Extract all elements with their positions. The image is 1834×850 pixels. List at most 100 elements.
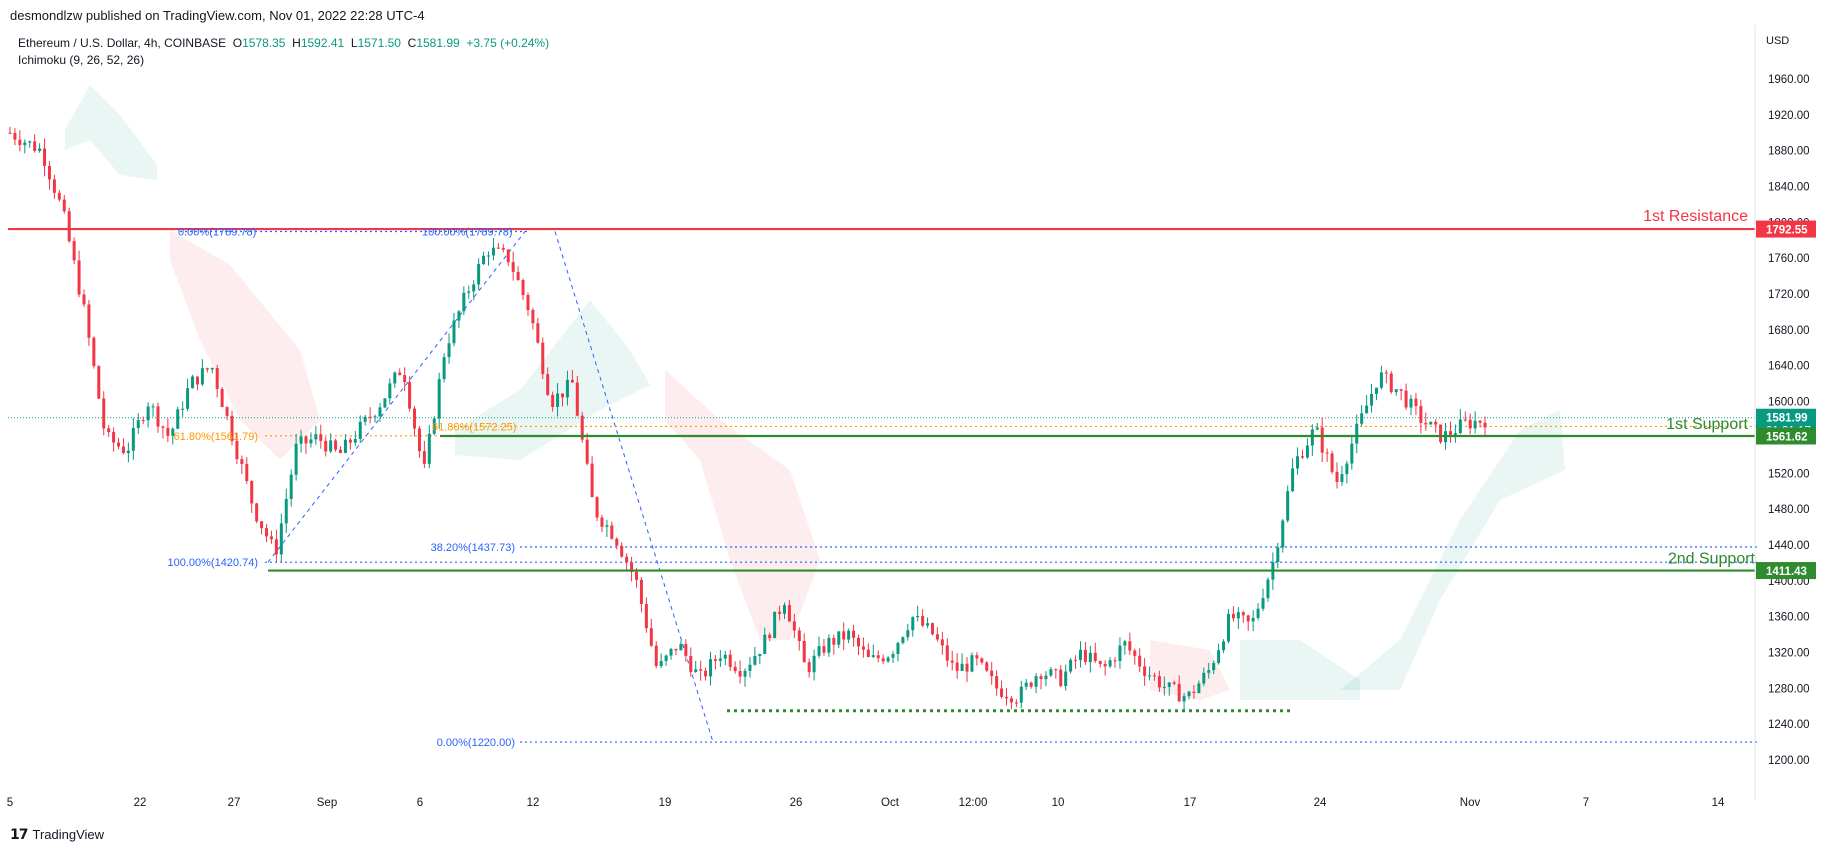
candle-body (1177, 683, 1181, 702)
indicator-label[interactable]: Ichimoku (9, 26, 52, 26) (18, 53, 145, 67)
candle-body (1325, 452, 1329, 454)
time-tick-label: Sep (317, 797, 337, 809)
close-label: C (407, 36, 417, 50)
candle-body (1074, 659, 1078, 661)
candle-body (378, 407, 382, 417)
candle-body (309, 439, 313, 444)
cloud-bullish (65, 85, 157, 180)
close-value: 1581.99 (416, 36, 460, 50)
candle-body (131, 427, 135, 451)
candle-body (413, 408, 417, 429)
candle-body (373, 416, 377, 418)
candle-body (97, 366, 101, 399)
candle-body (1113, 660, 1117, 662)
candle-body (388, 383, 392, 399)
candle-body (906, 630, 910, 638)
candle-body (1024, 682, 1028, 687)
candle-body (18, 139, 22, 146)
candle-body (62, 199, 66, 212)
candle-body (1034, 676, 1038, 687)
candle-body (245, 464, 249, 482)
candle-body (847, 630, 851, 640)
fib-label: 100.00%(1789.78) (422, 227, 513, 239)
candle-body (43, 148, 47, 166)
candle-body (501, 247, 505, 250)
candle-body (452, 320, 456, 344)
candle-body (1172, 682, 1176, 684)
candle-body (526, 295, 530, 311)
candle-body (176, 409, 180, 429)
candle-body (625, 556, 629, 563)
candle-body (995, 676, 999, 689)
candle-body (1148, 675, 1152, 677)
candle-body (126, 450, 130, 454)
candle-body (610, 525, 614, 539)
candle-body (363, 416, 367, 422)
price-tick-label: 1680.00 (1768, 325, 1810, 337)
candle-body (1305, 445, 1309, 458)
price-label: 1581.99 (1766, 413, 1808, 425)
candle-body (427, 433, 431, 464)
candle-body (1103, 663, 1107, 667)
candle-body (1212, 663, 1216, 671)
price-label-bg (1756, 562, 1816, 580)
candle-body (738, 671, 742, 677)
candle-body (146, 406, 150, 421)
candle-body (861, 646, 865, 650)
candle-body (546, 374, 550, 395)
candle-body (447, 343, 451, 358)
price-tick-label: 1240.00 (1768, 719, 1810, 731)
candle-body (950, 660, 954, 663)
candle-body (353, 438, 357, 443)
price-axis[interactable]: 1200.001240.001280.001320.001360.001400.… (1754, 25, 1816, 800)
candle-body (590, 463, 594, 498)
candle-body (930, 623, 934, 635)
time-tick-label: 10 (1052, 797, 1065, 809)
candle-body (181, 408, 185, 410)
candle-body (1404, 390, 1408, 408)
candle-body (1083, 649, 1087, 663)
time-tick-label: 14 (1712, 797, 1725, 809)
candle-body (225, 407, 229, 416)
price-tick-label: 1720.00 (1768, 289, 1810, 301)
candle-body (1069, 659, 1073, 672)
candle-body (1374, 387, 1378, 394)
publisher-line: desmondlzw published on TradingView.com,… (10, 8, 425, 23)
candle-body (916, 615, 920, 618)
candle-body (511, 262, 515, 272)
time-tick-label: 27 (228, 797, 241, 809)
candle-body (615, 538, 619, 546)
candle-body (832, 637, 836, 645)
candle-body (570, 379, 574, 383)
symbol-name[interactable]: Ethereum / U.S. Dollar, 4h, COINBASE (18, 36, 227, 50)
candle-body (733, 666, 737, 672)
level-label: 1st Resistance (1643, 208, 1748, 225)
candle-body (368, 416, 372, 418)
footer-brand[interactable]: TradingView (32, 827, 105, 842)
candle-body (1300, 456, 1304, 458)
candle-body (38, 148, 42, 151)
candle-body (1261, 598, 1265, 609)
candle-body (926, 623, 930, 626)
candle-body (797, 630, 801, 641)
candle-body (200, 368, 204, 385)
time-tick-label: 22 (134, 797, 147, 809)
candle-body (1414, 398, 1418, 407)
candle-body (8, 132, 12, 134)
candle-body (763, 634, 767, 654)
candle-body (1256, 608, 1260, 618)
candle-body (768, 634, 772, 639)
candle-body (1078, 649, 1082, 661)
candle-body (210, 368, 214, 370)
candle-body (274, 539, 278, 555)
candle-body (871, 655, 875, 657)
candle-body (457, 311, 461, 321)
candle-body (161, 426, 165, 428)
price-label: 1792.55 (1766, 225, 1808, 237)
candle-body (1029, 682, 1033, 687)
candle-body (822, 646, 826, 653)
price-chart[interactable]: 1st Resistance 1st Support 2nd Support 0.00… (0, 0, 1834, 820)
candle-body (72, 241, 76, 261)
time-axis[interactable]: 5 22 27 Sep 6 12 19 26 Oct 12:00 10 17 24 Nov 7 14 (7, 797, 1725, 809)
currency-label[interactable]: USD (1766, 35, 1790, 47)
